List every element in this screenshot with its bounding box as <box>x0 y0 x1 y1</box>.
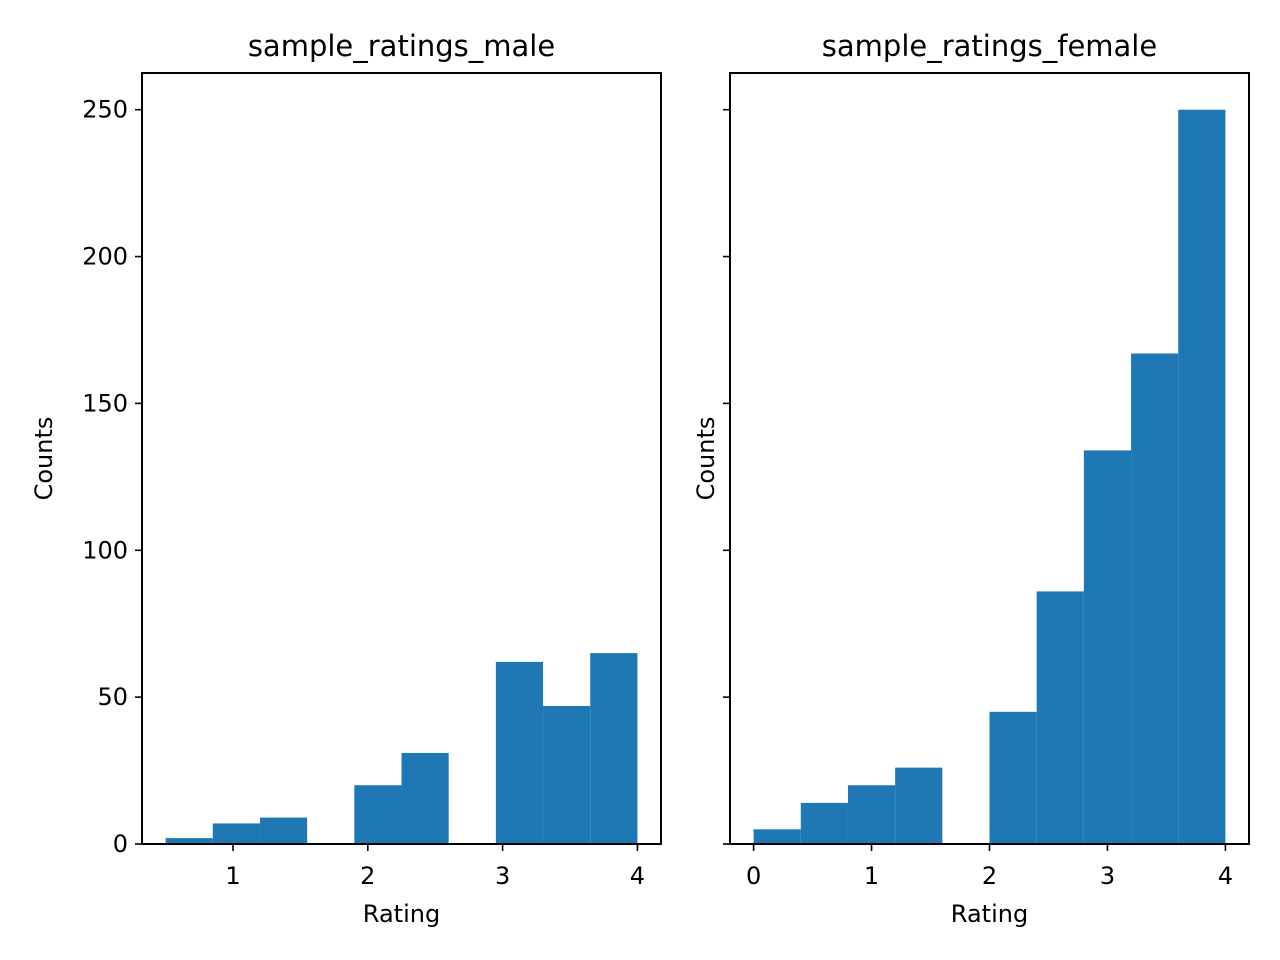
x-tick-label-male-2: 3 <box>495 862 510 890</box>
bar-female-3 <box>895 767 943 844</box>
y-tick-label-male-2: 100 <box>82 536 128 564</box>
bar-male-0 <box>165 838 213 844</box>
y-tick-label-male-1: 50 <box>97 683 128 711</box>
bar-male-5 <box>401 752 449 844</box>
panel-male: 1 2 3 4 0 50 100 150 200 250 sample_ratings_male Ra… <box>30 29 662 928</box>
bar-female-5 <box>989 711 1037 844</box>
bar-female-1 <box>800 802 848 844</box>
chart-title-male: sample_ratings_male <box>248 29 555 63</box>
x-tick-label-male-1: 2 <box>360 862 375 890</box>
x-tick-label-male-3: 4 <box>630 862 645 890</box>
bar-female-9 <box>1178 109 1226 844</box>
x-tick-label-female-1: 1 <box>864 862 879 890</box>
x-axis-label-male: Rating <box>363 900 440 928</box>
bar-female-7 <box>1083 450 1132 844</box>
y-tick-label-male-4: 200 <box>82 243 128 271</box>
x-axis-label-female: Rating <box>951 900 1028 928</box>
bar-female-6 <box>1036 591 1084 844</box>
bar-male-2 <box>259 817 308 844</box>
x-tick-label-female-2: 2 <box>982 862 997 890</box>
bar-female-0 <box>753 829 801 844</box>
x-tick-label-male-0: 1 <box>225 862 240 890</box>
x-tick-label-female-0: 0 <box>746 862 761 890</box>
bar-male-8 <box>543 705 591 844</box>
bar-male-9 <box>590 653 638 844</box>
y-tick-label-male-5: 250 <box>82 96 128 124</box>
chart-title-female: sample_ratings_female <box>822 29 1157 63</box>
y-axis-label-male: Counts <box>30 417 58 501</box>
bar-female-2 <box>847 785 896 844</box>
bar-male-7 <box>495 661 544 844</box>
y-axis-label-female: Counts <box>692 417 720 501</box>
bar-female-8 <box>1131 353 1179 844</box>
x-tick-label-female-4: 4 <box>1218 862 1233 890</box>
bar-male-4 <box>354 785 402 844</box>
y-tick-label-male-0: 0 <box>113 830 128 858</box>
x-tick-label-female-3: 3 <box>1100 862 1115 890</box>
y-tick-label-male-3: 150 <box>82 389 128 417</box>
bar-male-1 <box>212 823 260 844</box>
panel-female: 0 1 2 3 4 sample_ratings_female Rating Counts <box>692 29 1250 928</box>
axes-frame-male <box>141 72 662 845</box>
